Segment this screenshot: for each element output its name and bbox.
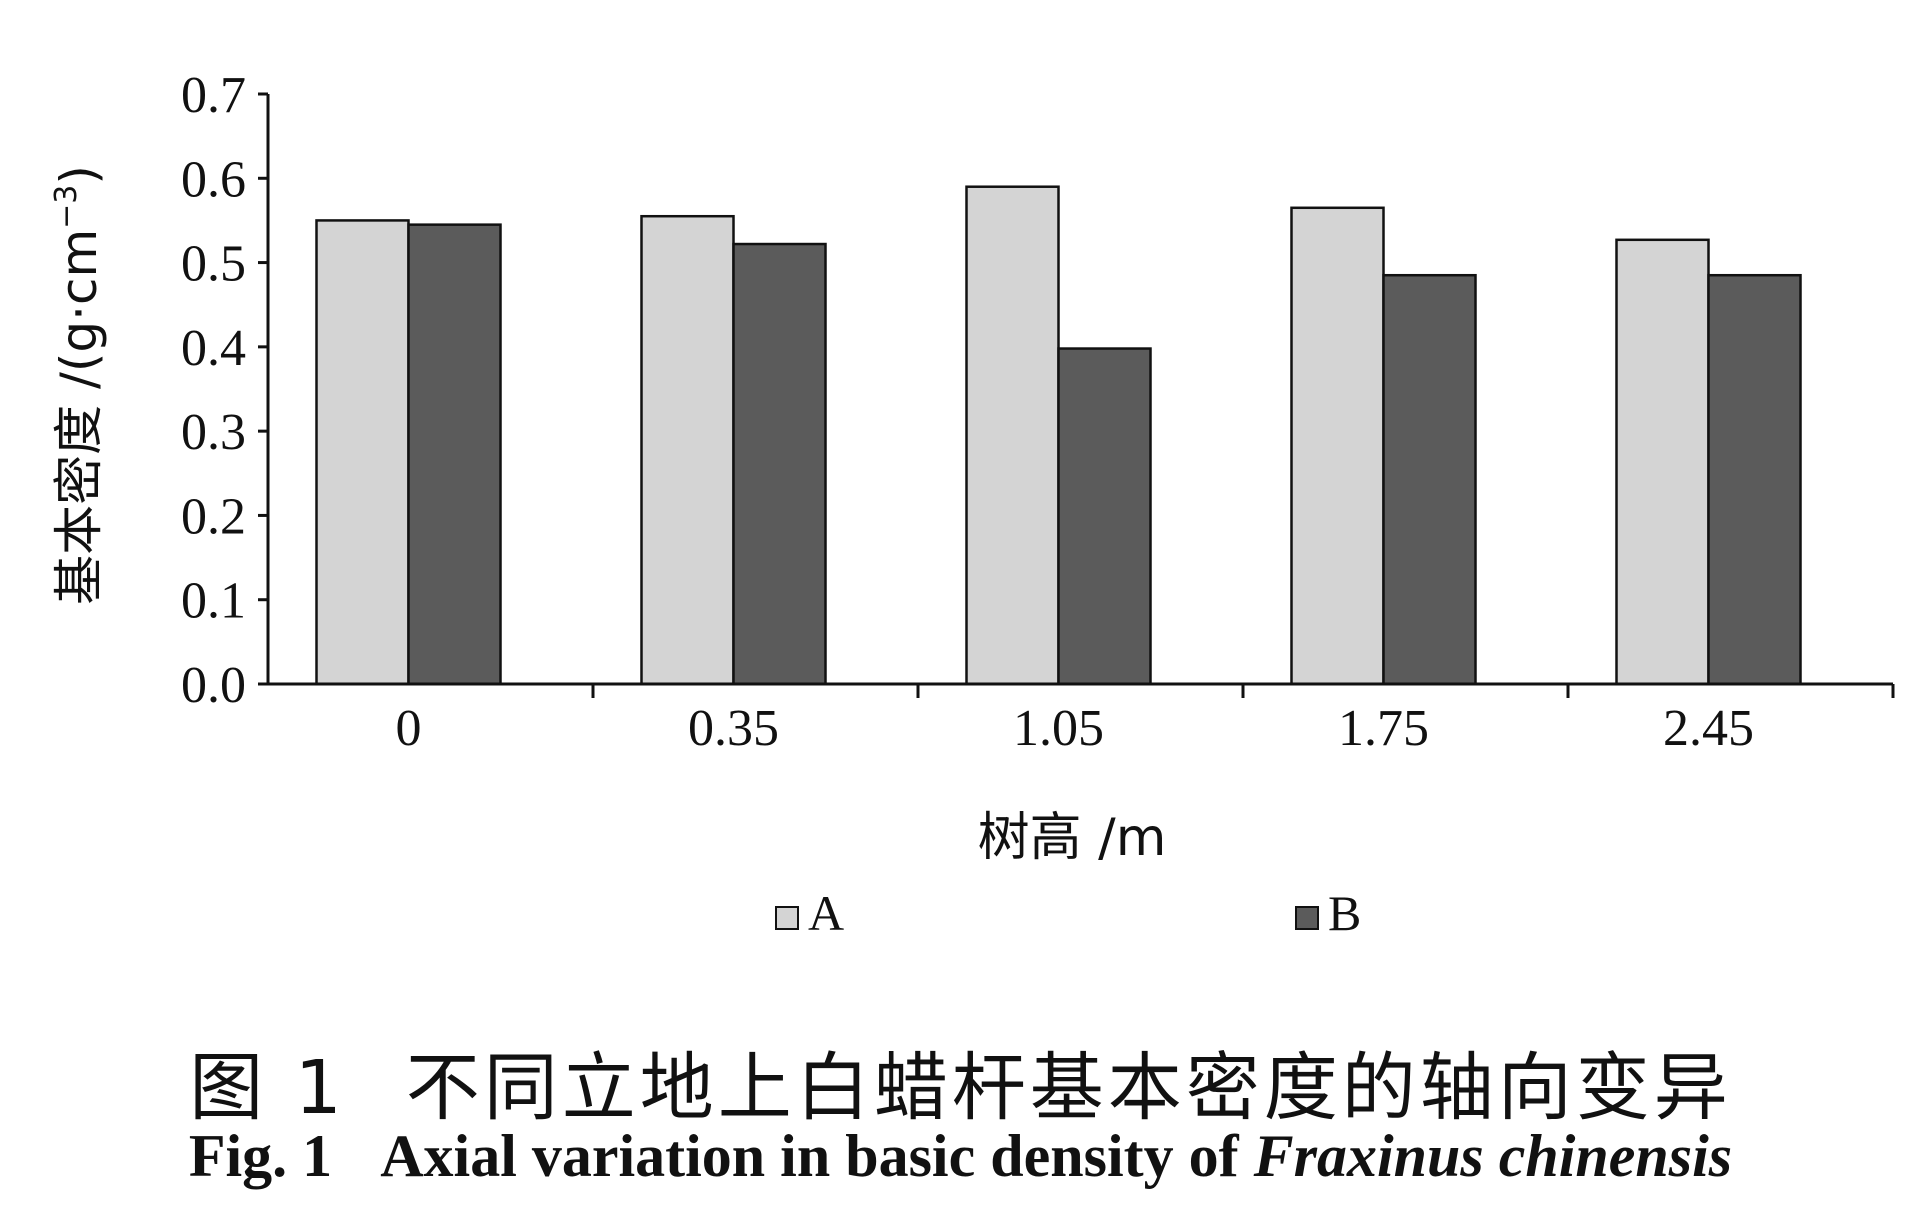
bar-A-1.75 bbox=[1290, 206, 1385, 686]
caption-en-title: Axial variation in basic density of bbox=[380, 1123, 1254, 1189]
x-tick-label: 1.75 bbox=[1338, 700, 1429, 757]
bars-layer bbox=[315, 185, 1802, 686]
caption-cn-figure-number: 图 1 bbox=[189, 1045, 346, 1131]
legend-swatch-B bbox=[1295, 906, 1319, 930]
axes-layer: 0.0 0.1 0.2 0.3 0.4 0.5 0.6 0.7 0 0.35 1.05 1.75 2.4… bbox=[181, 67, 1895, 757]
y-tick-label: 0.4 bbox=[181, 320, 246, 377]
y-tick-label: 0.6 bbox=[181, 151, 246, 208]
bar-chart: 0.0 0.1 0.2 0.3 0.4 0.5 0.6 0.7 0 0.35 1.05 1.75 2.4… bbox=[49, 67, 1895, 941]
bar-A-0.35 bbox=[640, 214, 735, 686]
x-tick-label: 0.35 bbox=[688, 700, 779, 757]
y-axis-label-superscript: −3 bbox=[49, 185, 84, 229]
legend-label-B: B bbox=[1328, 885, 1361, 941]
figure-caption-chinese: 图 1 不同立地上白蜡杆基本密度的轴向变异 bbox=[0, 1028, 1921, 1135]
y-tick-label: 0.5 bbox=[181, 236, 246, 293]
bar-B-2.45 bbox=[1707, 273, 1802, 686]
x-tick-label: 2.45 bbox=[1663, 700, 1754, 757]
bar-B-1.75 bbox=[1382, 273, 1477, 686]
bar-B-0 bbox=[407, 223, 502, 686]
legend-swatch-A bbox=[775, 906, 799, 930]
y-axis-label: 基本密度 /(g·cm−3) bbox=[49, 165, 108, 605]
bar-A-1.05 bbox=[965, 185, 1060, 686]
bar-B-0.35 bbox=[732, 242, 827, 686]
figure-caption-english: Fig. 1 Axial variation in basic density o… bbox=[0, 1122, 1921, 1191]
bar-B-1.05 bbox=[1057, 347, 1152, 686]
y-tick-label: 0.7 bbox=[181, 67, 246, 124]
y-tick-label: 0.1 bbox=[181, 573, 246, 630]
legend-label-A: A bbox=[808, 885, 844, 941]
x-axis-label: 树高 /m bbox=[978, 808, 1167, 868]
x-tick-label: 1.05 bbox=[1013, 700, 1104, 757]
caption-en-figure-number: Fig. 1 bbox=[188, 1123, 333, 1189]
bar-A-0 bbox=[315, 219, 410, 686]
caption-cn-title: 不同立地上白蜡杆基本密度的轴向变异 bbox=[405, 1045, 1732, 1131]
bar-A-2.45 bbox=[1615, 238, 1710, 686]
x-tick-label: 0 bbox=[396, 700, 422, 757]
caption-en-species: Fraxinus chinensis bbox=[1253, 1123, 1733, 1189]
y-tick-label: 0.2 bbox=[181, 488, 246, 545]
y-tick-label: 0.3 bbox=[181, 404, 246, 461]
y-tick-label: 0.0 bbox=[181, 657, 246, 714]
